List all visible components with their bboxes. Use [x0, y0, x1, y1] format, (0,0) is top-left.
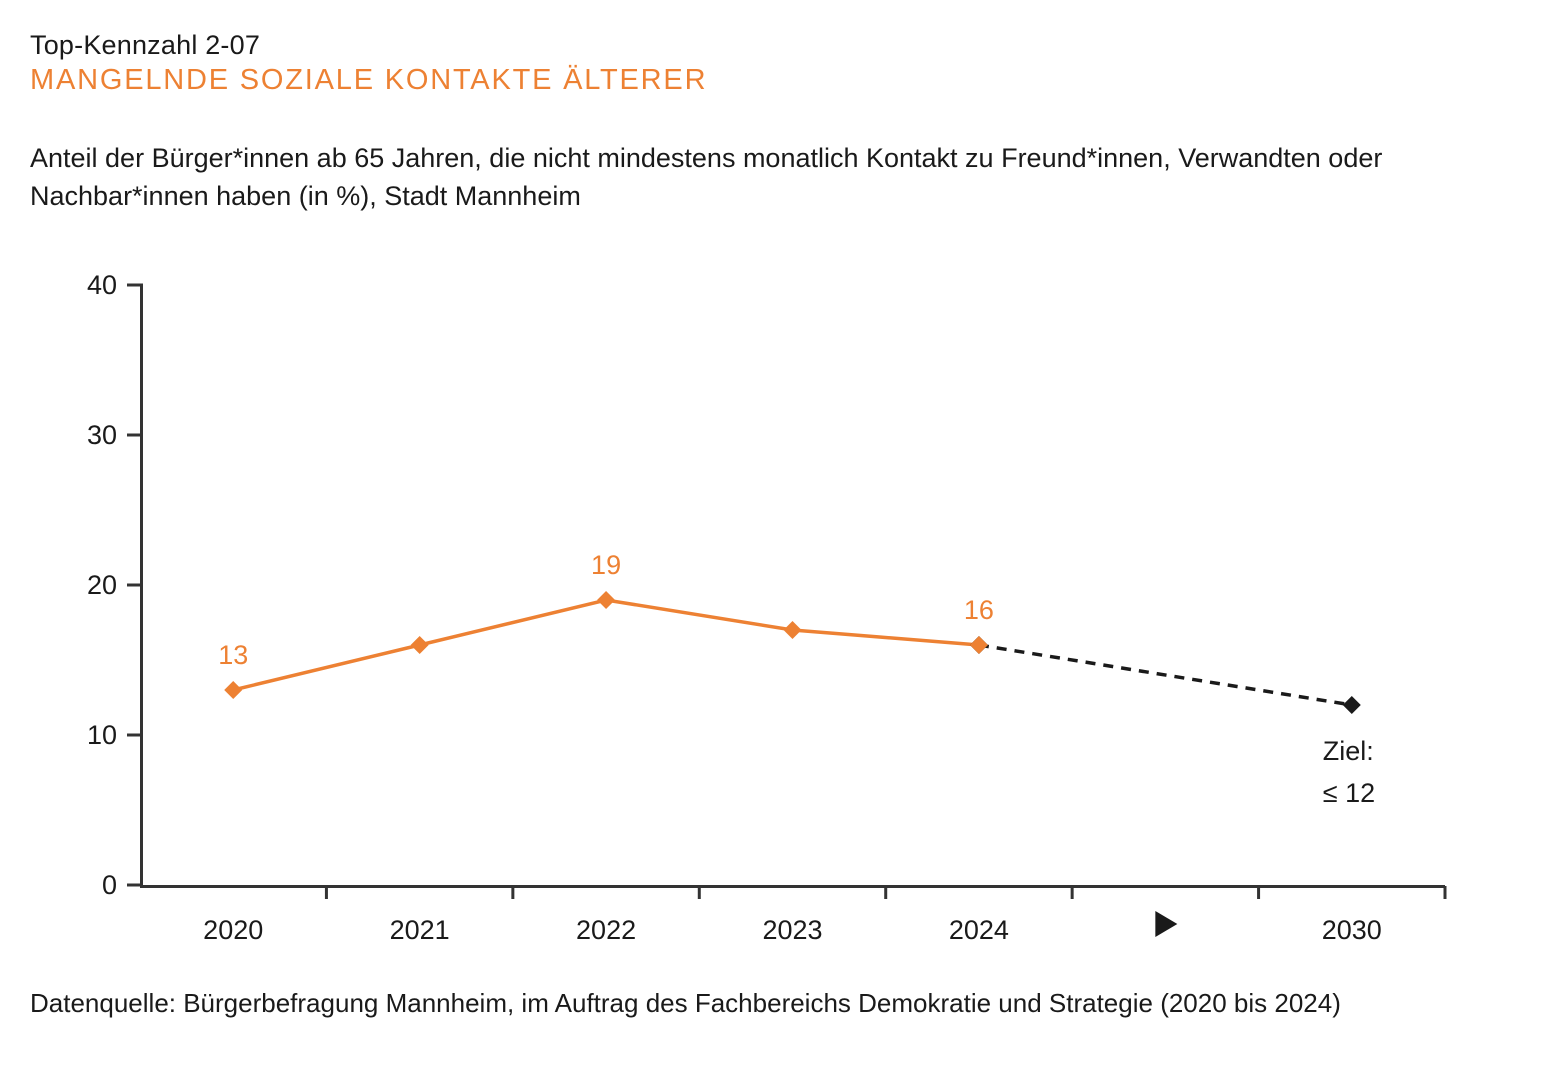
x-tick-label: 2022: [576, 915, 636, 945]
target-label: ≤ 12: [1323, 778, 1375, 808]
target-label: Ziel:: [1323, 736, 1374, 766]
x-tick-label: 2021: [390, 915, 450, 945]
data-point-marker: [597, 591, 616, 609]
data-point-marker: [224, 681, 243, 699]
y-tick-label: 0: [102, 870, 117, 900]
data-point-marker: [969, 636, 988, 654]
y-tick-label: 10: [87, 720, 117, 750]
target-projection-line: [978, 643, 1353, 707]
data-point-label: 19: [591, 550, 621, 580]
page-title: MANGELNDE SOZIALE KONTAKTE ÄLTERER: [30, 64, 708, 96]
data-point-marker: [783, 621, 802, 639]
data-point-marker: [410, 636, 429, 654]
x-tick-label: 2024: [949, 915, 1009, 945]
data-point-label: 13: [218, 640, 248, 670]
series-line: [232, 598, 980, 692]
x-tick-label: 2030: [1322, 915, 1382, 945]
y-tick-label: 20: [87, 570, 117, 600]
y-tick-label: 30: [87, 420, 117, 450]
chart-subtitle: Anteil der Bürger*innen ab 65 Jahren, di…: [30, 143, 1383, 211]
forecast-arrow-icon: [1155, 911, 1178, 937]
x-tick-label: 2023: [762, 915, 822, 945]
y-tick-label: 40: [87, 270, 117, 300]
data-source: Datenquelle: Bürgerbefragung Mannheim, i…: [30, 988, 1341, 1018]
kennzahl-number: Top-Kennzahl 2-07: [30, 30, 261, 60]
target-point-marker: [1342, 696, 1361, 714]
x-tick-label: 2020: [203, 915, 263, 945]
data-point-label: 16: [964, 595, 994, 625]
